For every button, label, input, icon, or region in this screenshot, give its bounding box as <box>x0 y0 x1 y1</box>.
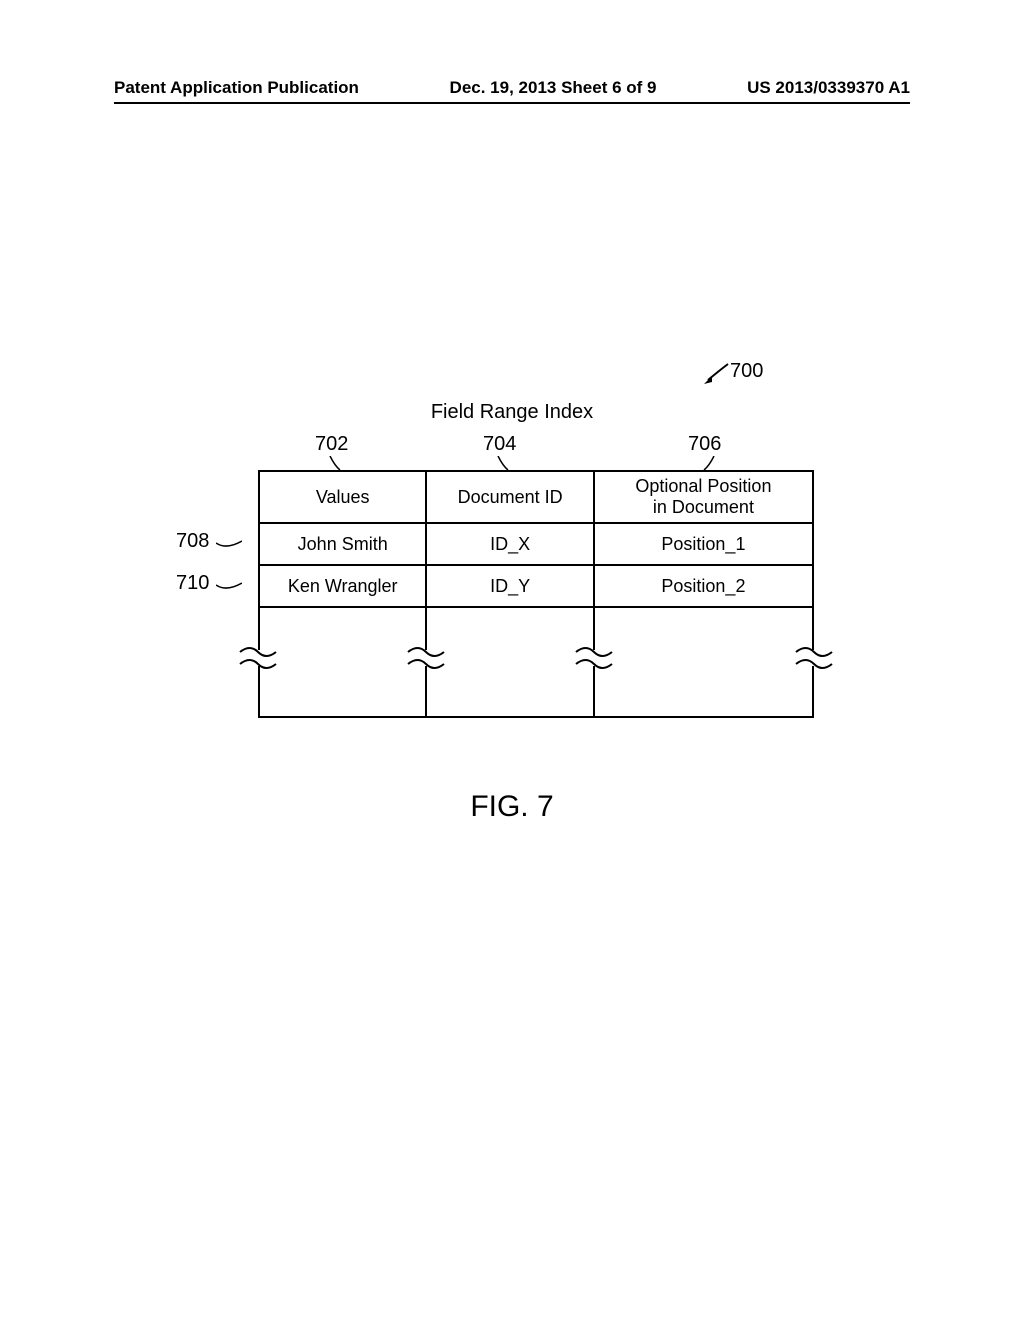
cell-optpos: Position_1 <box>594 523 813 565</box>
row-tick-icon <box>216 538 242 548</box>
cell-values: John Smith <box>259 523 426 565</box>
break-mark-icon <box>406 640 446 676</box>
row-ref-710: 710 <box>176 572 209 595</box>
row-ref-708: 708 <box>176 530 209 553</box>
table-tail-row <box>259 637 813 717</box>
col-tick-icon <box>494 456 512 470</box>
header-rule <box>114 102 910 104</box>
table-gap-row <box>259 607 813 637</box>
page-header: Patent Application Publication Dec. 19, … <box>114 78 910 98</box>
col-ref-706: 706 <box>688 433 721 456</box>
table-row: Ken Wrangler ID_Y Position_2 <box>259 565 813 607</box>
figure-caption: FIG. 7 <box>0 790 1024 824</box>
col-header-optpos: Optional Position in Document <box>594 471 813 523</box>
col-header-docid: Document ID <box>426 471 593 523</box>
cell-optpos: Position_2 <box>594 565 813 607</box>
col-tick-icon <box>326 456 344 470</box>
cell-docid: ID_X <box>426 523 593 565</box>
col-ref-702: 702 <box>315 433 348 456</box>
diagram-title: Field Range Index <box>0 401 1024 424</box>
cell-docid: ID_Y <box>426 565 593 607</box>
break-mark-icon <box>574 640 614 676</box>
ref-label-700: 700 <box>730 360 763 383</box>
cell-values: Ken Wrangler <box>259 565 426 607</box>
table-row: John Smith ID_X Position_1 <box>259 523 813 565</box>
ref-arrow-700-icon <box>700 360 732 388</box>
col-header-values: Values <box>259 471 426 523</box>
break-mark-icon <box>794 640 834 676</box>
header-left: Patent Application Publication <box>114 78 359 98</box>
header-center: Dec. 19, 2013 Sheet 6 of 9 <box>450 78 657 98</box>
header-right: US 2013/0339370 A1 <box>747 78 910 98</box>
field-range-index-table: Values Document ID Optional Position in … <box>258 470 814 718</box>
row-tick-icon <box>216 580 242 590</box>
table-header-row: Values Document ID Optional Position in … <box>259 471 813 523</box>
col-tick-icon <box>700 456 718 470</box>
col-ref-704: 704 <box>483 433 516 456</box>
break-mark-icon <box>238 640 278 676</box>
